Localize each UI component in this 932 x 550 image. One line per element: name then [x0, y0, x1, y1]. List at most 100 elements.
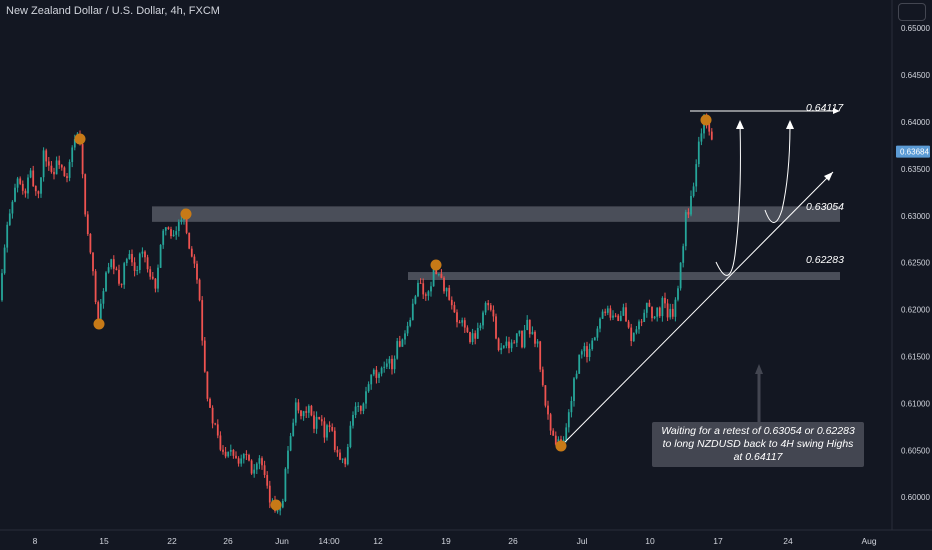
candle-body	[378, 373, 380, 378]
candle-body	[365, 391, 367, 404]
price-tick-label: 0.63500	[901, 165, 930, 174]
candle-body	[47, 161, 50, 166]
candle-body	[323, 421, 326, 438]
candle-body	[422, 283, 425, 295]
candle-body	[219, 435, 222, 450]
level-line-arrowhead	[833, 107, 840, 114]
candle-body	[627, 321, 630, 328]
candle-body	[359, 405, 362, 411]
price-tick-label: 0.63000	[901, 212, 930, 221]
candle-body	[6, 224, 9, 248]
candle-body	[118, 269, 120, 284]
candle-body	[700, 133, 703, 142]
candle-body	[622, 307, 625, 316]
candle-body	[344, 458, 347, 465]
candle-body	[240, 458, 243, 464]
candle-body	[133, 262, 136, 271]
candle-body	[125, 259, 128, 264]
candle-body	[448, 287, 451, 300]
candle-body	[84, 174, 87, 215]
time-tick-label: 24	[783, 536, 793, 546]
candle-body	[443, 277, 445, 292]
candle-body	[193, 256, 196, 264]
candle-body	[24, 190, 27, 194]
candle-body	[328, 425, 331, 427]
candle-body	[263, 465, 266, 475]
candle-body	[175, 231, 178, 235]
candle-body	[229, 450, 232, 452]
candle-body	[339, 452, 341, 460]
candle-body	[487, 303, 490, 306]
candle-body	[333, 430, 336, 450]
candle-body	[346, 447, 349, 465]
swing-point-marker	[93, 318, 105, 330]
candle-body	[136, 270, 139, 271]
candle-body	[29, 170, 32, 178]
zone-063054	[152, 206, 840, 222]
candle-body	[300, 410, 302, 417]
candle-body	[492, 309, 495, 317]
candle-body	[107, 267, 110, 273]
candle-body	[370, 374, 373, 385]
candle-body	[11, 201, 14, 214]
candle-body	[157, 267, 159, 289]
candle-body	[86, 214, 89, 234]
candle-body	[671, 308, 674, 317]
candle-body	[222, 449, 224, 452]
level-label: 0.62283	[806, 254, 844, 266]
candle-body	[528, 319, 531, 335]
candle-body	[53, 171, 55, 175]
price-tick-label: 0.64000	[901, 118, 930, 127]
candle-body	[362, 403, 365, 411]
candle-body	[578, 354, 581, 374]
candle-body	[307, 405, 310, 413]
candle-body	[445, 287, 448, 292]
candle-body	[21, 183, 24, 191]
candle-body	[297, 402, 300, 411]
candle-body	[50, 165, 53, 172]
candle-body	[196, 263, 198, 280]
candle-body	[515, 333, 518, 343]
candle-body	[588, 349, 591, 357]
candle-body	[562, 439, 565, 444]
price-tick-label: 0.64500	[901, 71, 930, 80]
candle-body	[510, 342, 513, 349]
candle-body	[14, 187, 16, 202]
candle-body	[201, 300, 204, 341]
candle-body	[331, 427, 334, 431]
candle-body	[281, 501, 284, 508]
candle-body	[471, 333, 474, 342]
price-tick-label: 0.60500	[901, 446, 930, 455]
candle-body	[94, 271, 97, 302]
candle-body	[232, 450, 235, 456]
candle-body	[406, 325, 409, 334]
candle-body	[596, 328, 599, 338]
candle-body	[206, 371, 209, 399]
candle-body	[120, 283, 123, 285]
candle-body	[261, 458, 263, 466]
candle-body	[539, 341, 542, 370]
candle-body	[253, 469, 256, 474]
candle-body	[55, 160, 58, 175]
candle-body	[604, 311, 607, 313]
candle-body	[235, 455, 237, 459]
candle-body	[518, 330, 521, 334]
toolbar-button[interactable]	[898, 3, 926, 21]
candle-body	[547, 405, 549, 415]
candle-body	[541, 369, 544, 386]
swing-point-marker	[430, 259, 442, 271]
level-label: 0.63054	[806, 201, 844, 213]
candle-body	[565, 427, 568, 440]
candle-body	[71, 147, 74, 162]
candle-body	[640, 321, 643, 323]
candle-body	[177, 221, 180, 231]
candle-body	[653, 316, 656, 319]
projection-path-2	[764, 123, 791, 223]
price-tick-label: 0.61000	[901, 399, 930, 408]
candle-body	[352, 415, 354, 426]
candle-body	[336, 449, 339, 453]
price-tick-label: 0.61500	[901, 352, 930, 361]
candle-body	[458, 322, 461, 324]
candle-body	[669, 308, 672, 318]
